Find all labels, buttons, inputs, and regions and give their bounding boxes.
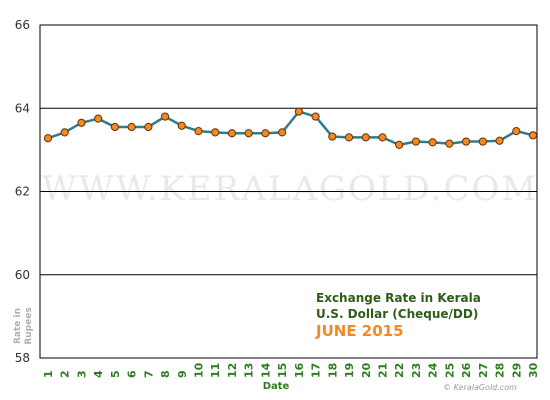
data-point bbox=[94, 114, 103, 123]
y-tick-label: 64 bbox=[15, 101, 30, 115]
data-point bbox=[344, 133, 354, 142]
y-tick-label: 58 bbox=[15, 351, 30, 365]
data-point bbox=[445, 139, 454, 148]
x-tick-label: 6 bbox=[126, 370, 139, 378]
watermark-text: WWW.KERALAGOLD.COM bbox=[42, 169, 538, 209]
data-point bbox=[77, 118, 86, 127]
x-axis-title: Date bbox=[263, 381, 290, 392]
x-tick-label: 23 bbox=[410, 363, 423, 378]
x-tick-label: 8 bbox=[159, 370, 172, 378]
x-tick-label: 28 bbox=[494, 363, 507, 378]
x-tick-label: 20 bbox=[360, 362, 373, 378]
series-layer bbox=[47, 110, 534, 147]
y-tick-label: 66 bbox=[15, 18, 30, 32]
watermark-small-text: © KeralaGold.com bbox=[443, 383, 517, 392]
annotation-line-2: U.S. Dollar (Cheque/DD) bbox=[316, 307, 478, 321]
data-point bbox=[60, 128, 69, 137]
data-point bbox=[528, 131, 538, 140]
x-tick-label: 7 bbox=[142, 370, 155, 378]
x-tick-label: 1 bbox=[42, 370, 55, 378]
x-tick-label: 24 bbox=[427, 362, 440, 378]
data-point bbox=[211, 128, 220, 137]
data-point bbox=[43, 134, 53, 143]
x-tick-label: 26 bbox=[460, 362, 473, 378]
y-axis-title-line1: Rate in bbox=[13, 308, 23, 344]
x-tick-label: 30 bbox=[527, 362, 540, 378]
x-tick-label: 21 bbox=[376, 363, 389, 378]
x-tick-label: 27 bbox=[477, 363, 490, 378]
y-axis-title: Rate in Rupees bbox=[13, 307, 34, 344]
x-tick-label: 12 bbox=[226, 363, 239, 378]
data-point bbox=[311, 112, 320, 121]
annotation-line-3: JUNE 2015 bbox=[315, 322, 404, 340]
x-tick-label: 4 bbox=[92, 370, 105, 378]
x-tick-label: 22 bbox=[393, 363, 406, 378]
y-tick-label: 60 bbox=[15, 268, 30, 282]
y-axis-title-line2: Rupees bbox=[24, 307, 34, 344]
y-tick-label: 62 bbox=[15, 185, 30, 199]
x-tick-label: 29 bbox=[510, 363, 523, 378]
data-point bbox=[495, 136, 504, 145]
x-tick-label: 17 bbox=[310, 363, 323, 378]
data-point bbox=[160, 112, 170, 121]
data-point bbox=[244, 129, 253, 138]
data-point bbox=[428, 138, 437, 147]
data-point bbox=[127, 122, 136, 132]
x-tick-label: 18 bbox=[326, 363, 339, 378]
data-point bbox=[110, 122, 119, 132]
data-point bbox=[378, 133, 387, 142]
x-tick-label: 13 bbox=[243, 363, 256, 378]
data-point bbox=[361, 133, 370, 142]
chart-annotation: Exchange Rate in Kerala U.S. Dollar (Che… bbox=[315, 291, 481, 340]
x-tick-label: 14 bbox=[259, 362, 272, 378]
x-tick-label: 2 bbox=[59, 370, 72, 378]
annotation-line-1: Exchange Rate in Kerala bbox=[316, 291, 481, 305]
data-point bbox=[512, 127, 521, 136]
data-point bbox=[194, 127, 203, 136]
x-tick-label: 16 bbox=[293, 362, 306, 378]
x-tick-label: 3 bbox=[75, 370, 88, 378]
data-point bbox=[261, 129, 270, 138]
x-tick-label: 5 bbox=[109, 370, 122, 378]
series-line bbox=[47, 110, 534, 147]
data-point bbox=[462, 137, 471, 146]
x-tick-label: 25 bbox=[443, 363, 456, 378]
grid-layer bbox=[39, 24, 538, 359]
x-tick-label: 9 bbox=[176, 370, 189, 378]
x-tick-label: 15 bbox=[276, 363, 289, 378]
data-point bbox=[144, 122, 153, 132]
data-point bbox=[411, 137, 421, 146]
x-tick-label: 19 bbox=[343, 363, 356, 378]
x-tick-labels: 1 2 3 4 5 6 7 8 9 10 11 12 13 14 15 16 17 18 19 20 21 22 23 24 2… bbox=[42, 362, 540, 378]
data-point bbox=[395, 140, 404, 149]
x-tick-label: 10 bbox=[193, 362, 206, 378]
data-point bbox=[478, 137, 487, 146]
data-point bbox=[177, 121, 186, 130]
watermark-layer: WWW.KERALAGOLD.COM © KeralaGold.com bbox=[42, 169, 538, 392]
marker-layer bbox=[43, 107, 538, 149]
data-point bbox=[278, 128, 287, 137]
x-tick-label: 11 bbox=[209, 363, 222, 378]
data-point bbox=[227, 129, 237, 138]
data-point bbox=[294, 107, 303, 116]
y-tick-labels: 58 60 62 64 66 bbox=[15, 18, 30, 365]
data-point bbox=[328, 132, 337, 141]
